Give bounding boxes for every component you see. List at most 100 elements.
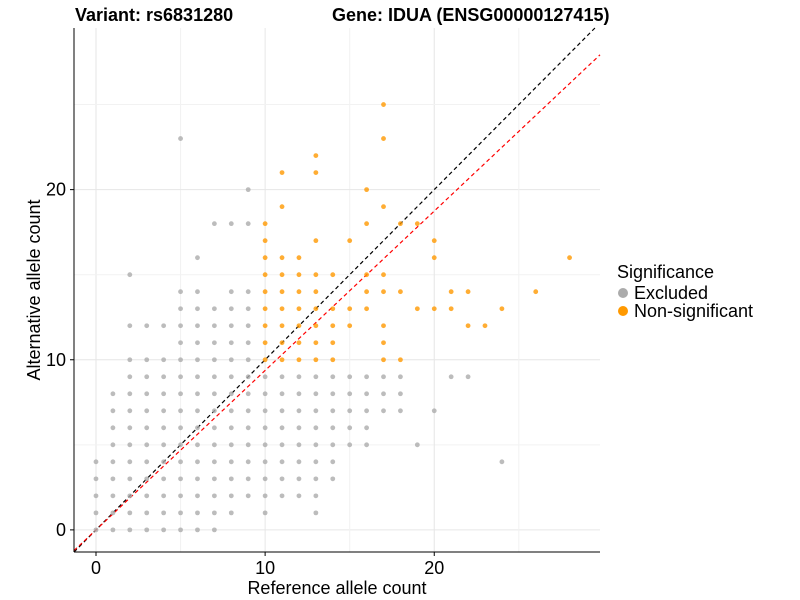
point-excluded bbox=[161, 510, 167, 516]
point-excluded bbox=[245, 374, 251, 380]
point-excluded bbox=[228, 442, 234, 448]
point-non-significant bbox=[313, 289, 319, 295]
legend-swatch-non-significant bbox=[618, 306, 628, 316]
point-excluded bbox=[144, 408, 150, 414]
point-non-significant bbox=[296, 340, 302, 346]
point-excluded bbox=[465, 374, 471, 380]
point-excluded bbox=[296, 442, 302, 448]
point-excluded bbox=[144, 323, 150, 329]
point-non-significant bbox=[448, 306, 454, 312]
point-excluded bbox=[211, 408, 217, 414]
point-excluded bbox=[279, 493, 285, 499]
point-non-significant bbox=[465, 289, 471, 295]
point-excluded bbox=[161, 459, 167, 465]
point-non-significant bbox=[364, 187, 369, 193]
point-excluded bbox=[195, 255, 200, 261]
point-excluded bbox=[127, 408, 133, 414]
point-excluded bbox=[296, 425, 302, 431]
point-non-significant bbox=[398, 221, 403, 227]
point-excluded bbox=[178, 391, 183, 397]
point-excluded bbox=[347, 408, 353, 414]
point-non-significant bbox=[262, 323, 268, 329]
point-excluded bbox=[228, 408, 234, 414]
point-excluded bbox=[228, 221, 234, 227]
point-excluded bbox=[178, 289, 183, 295]
point-excluded bbox=[211, 323, 217, 329]
point-non-significant bbox=[296, 306, 302, 312]
point-non-significant bbox=[262, 238, 268, 244]
point-excluded bbox=[161, 425, 167, 431]
point-non-significant bbox=[364, 306, 369, 312]
point-excluded bbox=[144, 374, 150, 380]
point-excluded bbox=[211, 391, 217, 397]
point-excluded bbox=[245, 476, 251, 482]
point-non-significant bbox=[279, 204, 285, 210]
point-non-significant bbox=[381, 136, 386, 141]
point-excluded bbox=[279, 425, 285, 431]
point-excluded bbox=[211, 493, 217, 499]
fit-line bbox=[73, 54, 601, 552]
legend-swatch-excluded bbox=[618, 288, 628, 298]
ticks: 0 10 20 0 10 20 bbox=[46, 180, 444, 578]
point-excluded bbox=[364, 408, 369, 414]
point-excluded bbox=[110, 442, 116, 448]
point-excluded bbox=[178, 136, 183, 141]
legend-label-non-significant: Non-significant bbox=[634, 300, 754, 321]
point-excluded bbox=[110, 493, 116, 499]
point-excluded bbox=[178, 442, 183, 448]
point-non-significant bbox=[313, 357, 319, 363]
point-excluded bbox=[161, 391, 167, 397]
point-excluded bbox=[161, 527, 167, 533]
point-excluded bbox=[245, 493, 251, 499]
point-excluded bbox=[161, 357, 167, 363]
point-excluded bbox=[347, 391, 353, 397]
point-excluded bbox=[398, 391, 403, 397]
point-non-significant bbox=[313, 340, 319, 346]
point-excluded bbox=[127, 374, 133, 380]
point-excluded bbox=[313, 476, 319, 482]
point-excluded bbox=[195, 357, 200, 363]
point-excluded bbox=[178, 527, 183, 533]
point-excluded bbox=[195, 425, 200, 431]
point-excluded bbox=[228, 340, 234, 346]
point-excluded bbox=[195, 289, 200, 295]
point-excluded bbox=[279, 374, 285, 380]
legend-item-non-significant: Non-significant bbox=[617, 300, 754, 321]
point-excluded bbox=[262, 476, 268, 482]
point-excluded bbox=[245, 459, 251, 465]
point-excluded bbox=[347, 425, 353, 431]
point-excluded bbox=[279, 476, 285, 482]
point-excluded bbox=[211, 442, 217, 448]
point-non-significant bbox=[448, 289, 454, 295]
point-excluded bbox=[296, 493, 302, 499]
data-points bbox=[93, 102, 572, 533]
point-excluded bbox=[178, 357, 183, 363]
point-excluded bbox=[178, 408, 183, 414]
point-excluded bbox=[347, 374, 353, 380]
point-non-significant bbox=[313, 170, 319, 176]
point-non-significant bbox=[482, 323, 488, 329]
point-excluded bbox=[178, 510, 183, 516]
point-excluded bbox=[93, 493, 99, 499]
point-excluded bbox=[228, 476, 234, 482]
point-excluded bbox=[144, 425, 150, 431]
point-non-significant bbox=[330, 340, 336, 346]
point-excluded bbox=[144, 442, 150, 448]
point-excluded bbox=[93, 476, 99, 482]
point-excluded bbox=[110, 459, 116, 465]
point-non-significant bbox=[262, 289, 268, 295]
point-excluded bbox=[330, 425, 336, 431]
point-non-significant bbox=[381, 102, 386, 107]
point-excluded bbox=[144, 459, 150, 465]
point-non-significant bbox=[431, 238, 437, 244]
point-non-significant bbox=[262, 306, 268, 312]
point-excluded bbox=[127, 510, 133, 516]
point-non-significant bbox=[313, 153, 319, 158]
point-excluded bbox=[381, 374, 386, 380]
point-non-significant bbox=[330, 323, 336, 329]
point-excluded bbox=[313, 493, 319, 499]
point-excluded bbox=[144, 493, 150, 499]
point-non-significant bbox=[313, 272, 319, 278]
point-excluded bbox=[93, 527, 99, 533]
y-tick-label: 20 bbox=[46, 180, 66, 200]
